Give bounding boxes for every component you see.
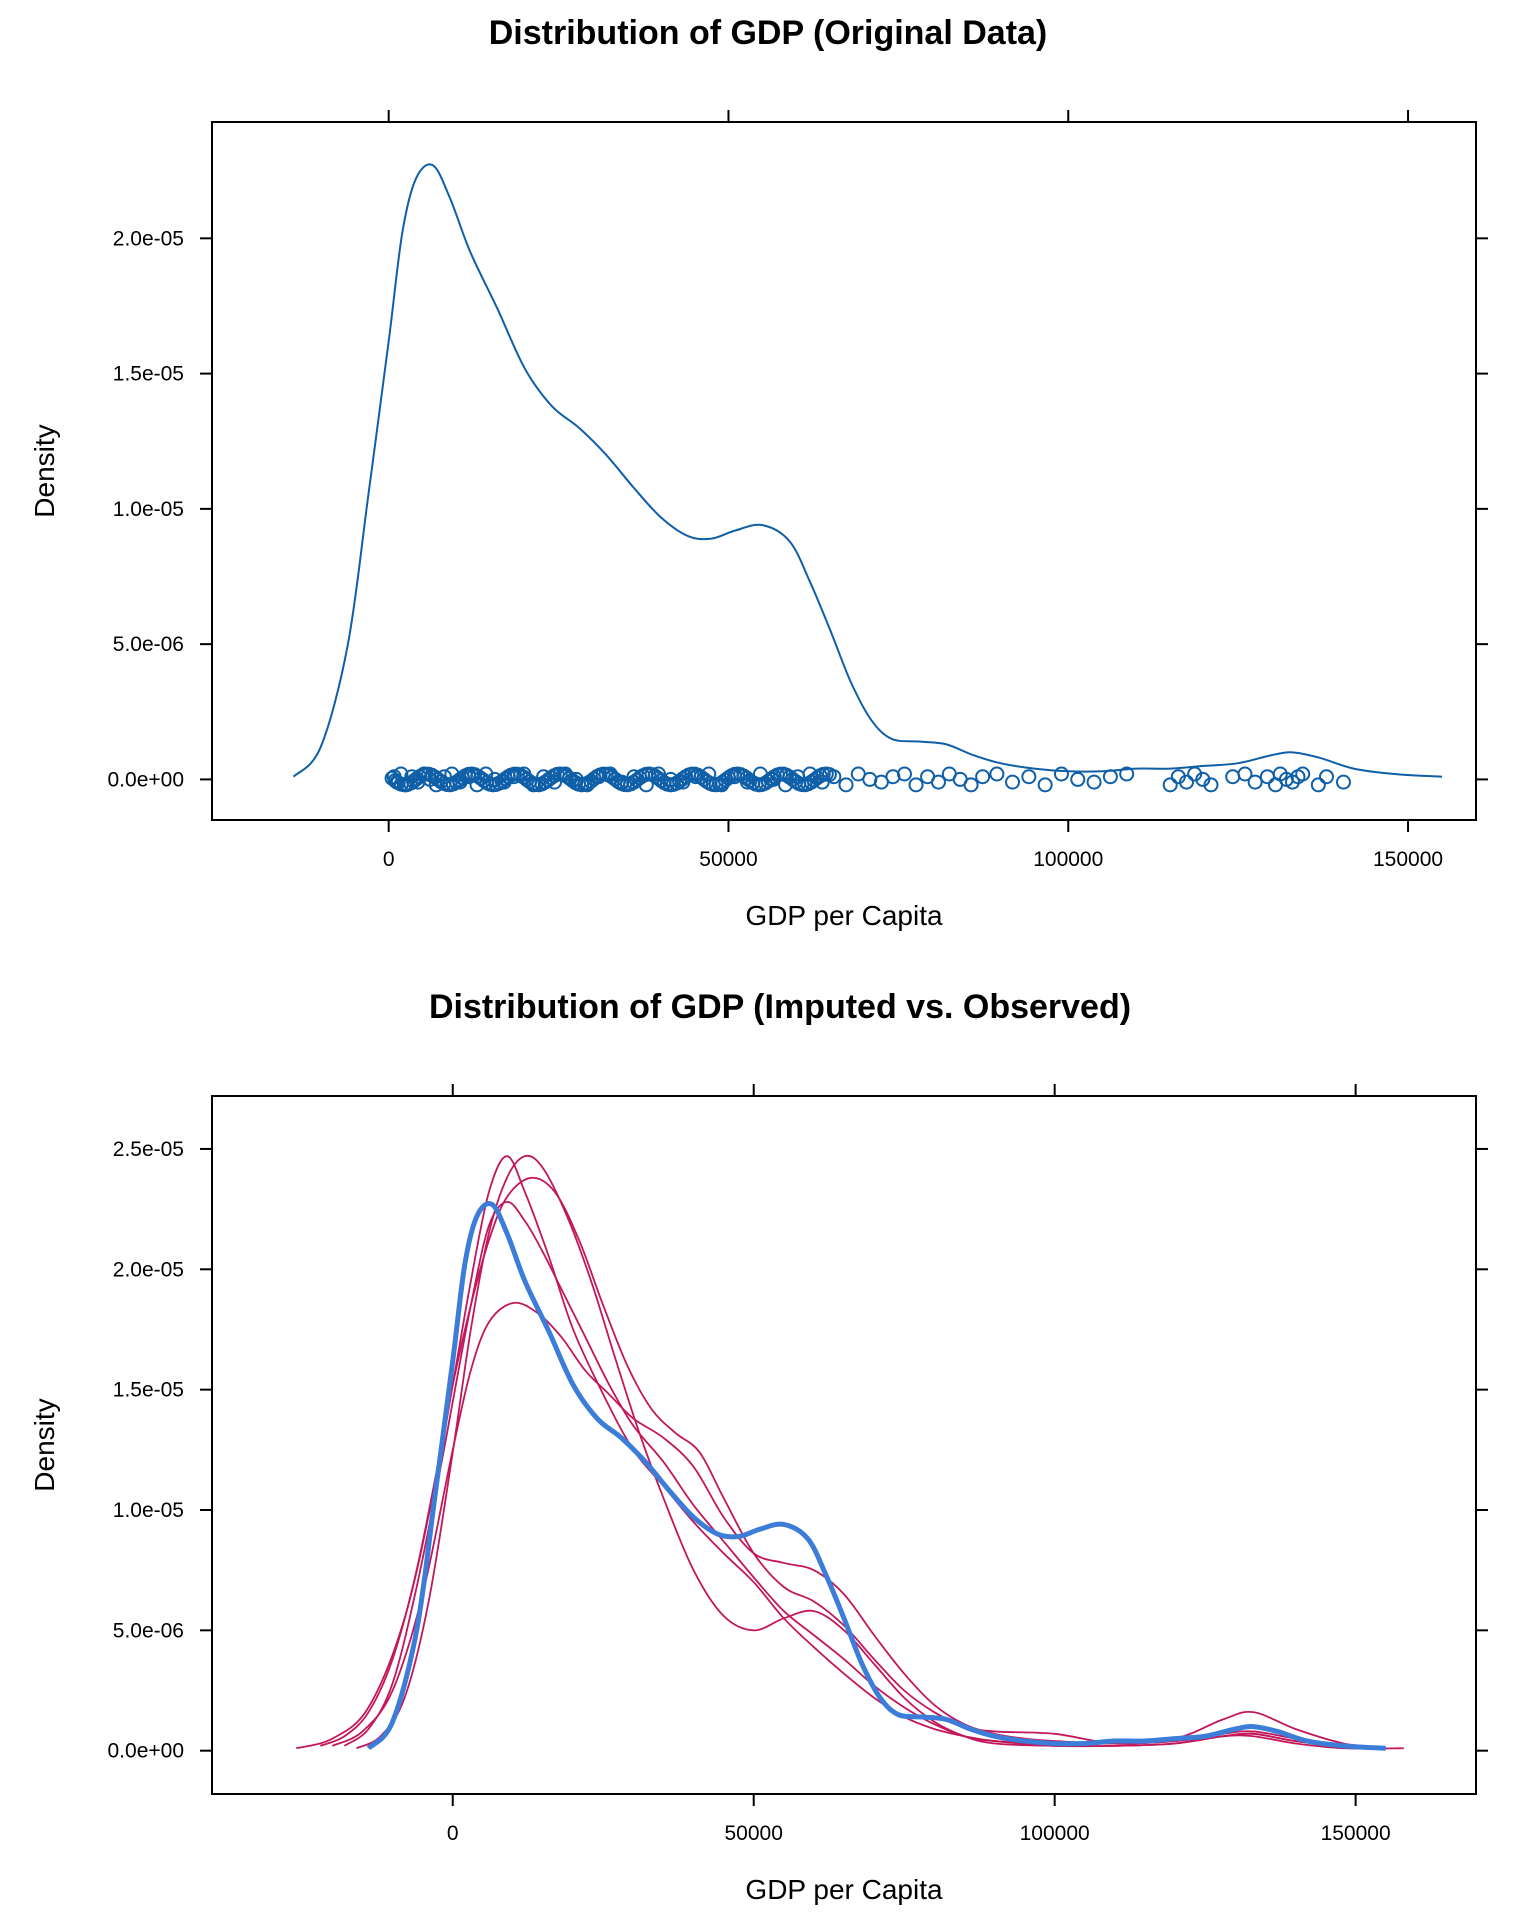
density-curves <box>292 163 1443 778</box>
chart-title: Distribution of GDP (Original Data) <box>489 14 1048 52</box>
data-points <box>384 766 1351 793</box>
density-line-observed <box>366 1201 1386 1751</box>
data-point <box>1225 769 1241 785</box>
data-point <box>896 766 912 782</box>
x-tick-label: 150000 <box>1321 1822 1391 1845</box>
x-tick-label: 150000 <box>1373 848 1443 871</box>
y-tick-label: 2.0e-05 <box>113 1258 184 1281</box>
y-tick-label: 0.0e+00 <box>108 768 185 791</box>
x-axis-label: GDP per Capita <box>745 900 943 931</box>
data-point <box>1318 769 1334 785</box>
x-axis: 0 50000 100000 150000 <box>383 110 1443 871</box>
x-tick-label: 0 <box>383 848 395 871</box>
y-tick-label: 5.0e-06 <box>113 1619 184 1642</box>
data-point <box>1237 766 1253 782</box>
y-axis-label: Density <box>29 424 60 517</box>
x-axis-label: GDP per Capita <box>745 1874 943 1905</box>
data-point <box>821 767 837 783</box>
y-tick-label: 2.5e-05 <box>113 1138 184 1161</box>
y-tick-label: 0.0e+00 <box>108 1740 185 1763</box>
y-tick-label: 1.5e-05 <box>113 363 184 386</box>
y-tick-label: 1.0e-05 <box>113 1499 184 1522</box>
data-point <box>1247 774 1263 790</box>
data-point <box>1203 777 1219 793</box>
data-point <box>1259 769 1275 785</box>
plot-frame <box>211 121 1477 821</box>
data-point <box>1102 769 1118 785</box>
x-tick-label: 50000 <box>725 1822 783 1845</box>
chart-original: Distribution of GDP (Original Data) 0 500… <box>29 14 1488 931</box>
density-line-observed <box>292 163 1443 778</box>
data-point <box>1179 774 1195 790</box>
data-point <box>1053 766 1069 782</box>
plot-frame <box>211 1095 1477 1795</box>
x-axis: 0 50000 100000 150000 <box>447 1084 1391 1845</box>
density-line-imputed <box>331 1301 1386 1750</box>
data-point <box>1070 771 1086 787</box>
x-tick-label: 100000 <box>1020 1822 1090 1845</box>
data-point <box>930 774 946 790</box>
y-tick-label: 1.5e-05 <box>113 1379 184 1402</box>
data-point <box>908 777 924 793</box>
y-tick-label: 1.0e-05 <box>113 498 184 521</box>
y-tick-label: 5.0e-06 <box>113 633 184 656</box>
data-point <box>1005 774 1021 790</box>
y-axis: 0.0e+00 5.0e-06 1.0e-05 1.5e-05 2.0e-05 <box>108 227 1488 791</box>
y-tick-label: 2.0e-05 <box>113 227 184 250</box>
x-tick-label: 0 <box>447 1822 459 1845</box>
data-point <box>1335 774 1351 790</box>
chart-title: Distribution of GDP (Imputed vs. Observe… <box>429 988 1131 1026</box>
data-point <box>1295 766 1311 782</box>
density-curves <box>296 1154 1404 1751</box>
x-tick-label: 50000 <box>699 848 757 871</box>
data-point <box>838 777 854 793</box>
density-line-imputed <box>356 1154 1386 1750</box>
data-point <box>1310 777 1326 793</box>
data-point <box>975 769 991 785</box>
data-point <box>989 766 1005 782</box>
data-point <box>1119 766 1135 782</box>
data-point <box>1037 777 1053 793</box>
data-point <box>963 777 979 793</box>
data-point <box>1021 769 1037 785</box>
density-line-imputed <box>296 1155 1404 1750</box>
data-point <box>1086 774 1102 790</box>
y-axis: 0.0e+00 5.0e-06 1.0e-05 1.5e-05 2.0e-05 2.5e-… <box>108 1138 1488 1763</box>
chart-imputed-vs-observed: Distribution of GDP (Imputed vs. Observe… <box>29 988 1488 1905</box>
data-point <box>1162 777 1178 793</box>
x-tick-label: 100000 <box>1033 848 1103 871</box>
y-axis-label: Density <box>29 1398 60 1491</box>
